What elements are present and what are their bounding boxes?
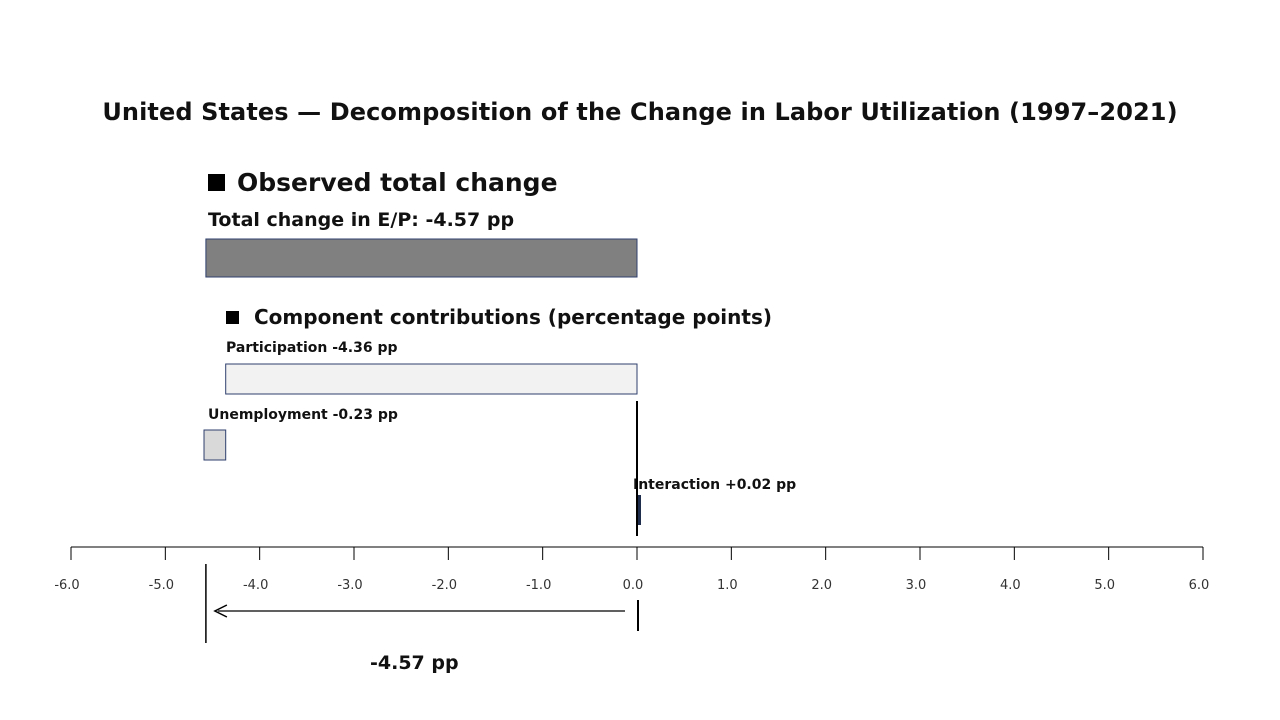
x-tick-label: 0.0: [623, 578, 644, 593]
section-heading-components: Component contributions (percentage poin…: [226, 305, 772, 329]
x-tick-label: 1.0: [717, 578, 738, 593]
x-tick-label: 6.0: [1189, 578, 1210, 593]
x-tick-label: -3.0: [337, 578, 362, 593]
participation-label: Participation -4.36 pp: [226, 340, 398, 356]
x-tick-label: -6.0: [54, 578, 79, 593]
unemployment-label: Unemployment -0.23 pp: [208, 407, 398, 423]
section-heading-components-text: Component contributions (percentage poin…: [254, 305, 773, 329]
total-change-annotation: -4.57 pp: [370, 652, 459, 674]
square-bullet-icon: [208, 174, 225, 191]
section-heading-observed-text: Observed total change: [237, 168, 558, 197]
x-tick-label: 5.0: [1094, 578, 1115, 593]
x-tick-label: -5.0: [149, 578, 174, 593]
square-bullet-icon: [226, 310, 239, 324]
arrow-left-icon: [213, 604, 228, 618]
total-change-bar: [205, 238, 638, 278]
chart-title: United States — Decomposition of the Cha…: [102, 98, 1178, 126]
x-tick-label: 2.0: [811, 578, 832, 593]
interaction-label: Interaction +0.02 pp: [633, 477, 797, 493]
x-tick-label: -2.0: [432, 578, 457, 593]
x-tick-label: 3.0: [906, 578, 927, 593]
section-heading-observed: Observed total change: [208, 168, 558, 197]
x-tick-label: 4.0: [1000, 578, 1021, 593]
x-tick-label: -4.0: [243, 578, 268, 593]
unemployment-bar: [203, 429, 227, 461]
x-tick-label: -1.0: [526, 578, 551, 593]
participation-bar: [225, 363, 638, 395]
total-change-label: Total change in E/P: -4.57 pp: [208, 209, 515, 231]
interaction-bar: [638, 495, 641, 525]
